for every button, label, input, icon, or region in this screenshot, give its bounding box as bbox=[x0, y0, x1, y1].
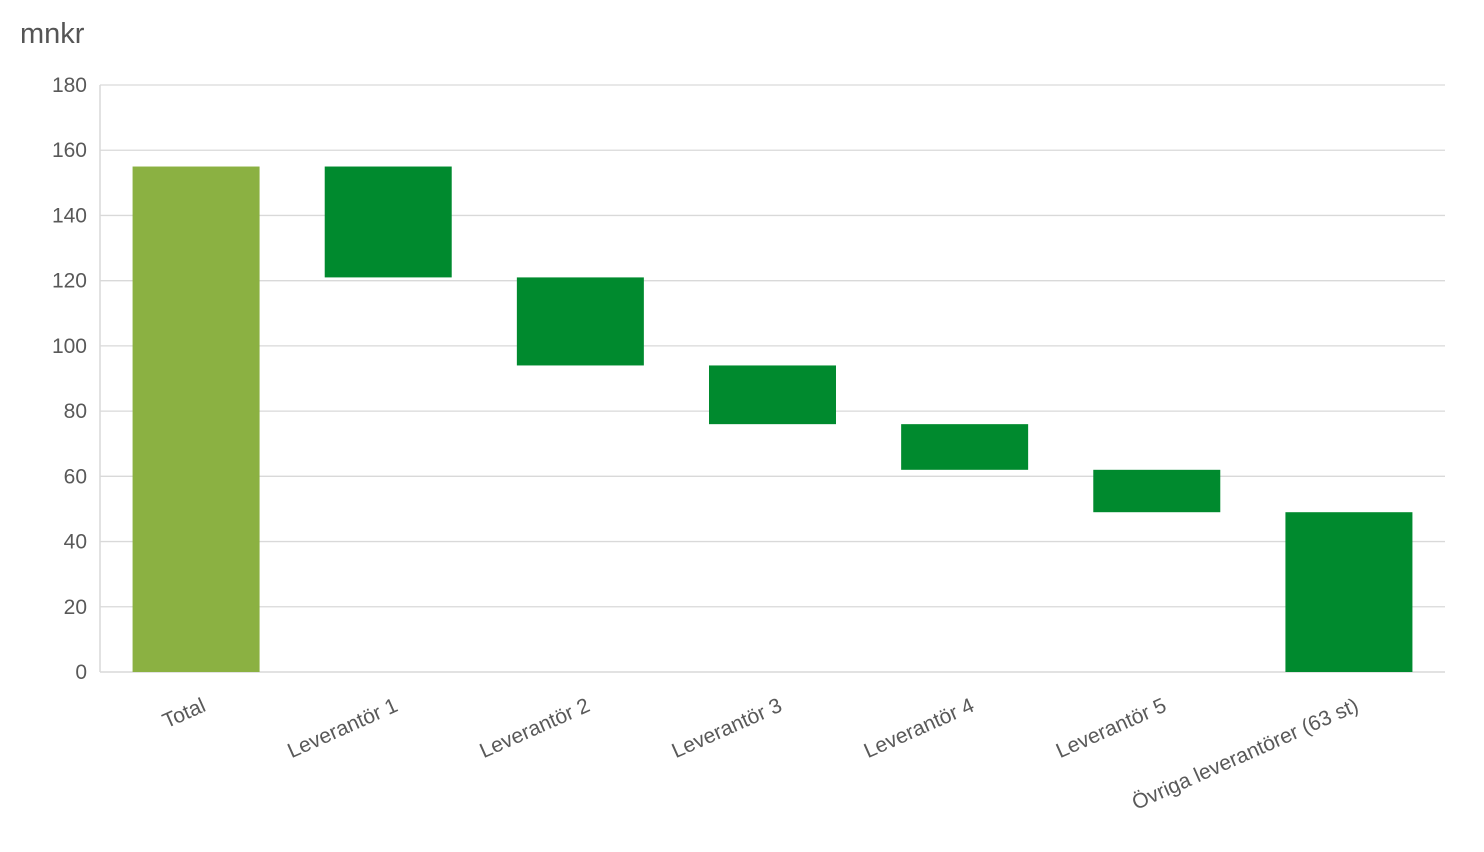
x-tick-label: Leverantör 1 bbox=[284, 694, 401, 763]
bar-step bbox=[901, 424, 1029, 470]
y-tick-label: 60 bbox=[64, 465, 87, 488]
x-tick-label: Leverantör 3 bbox=[668, 694, 785, 763]
x-tick-label: Leverantör 5 bbox=[1053, 694, 1170, 763]
bar-total bbox=[132, 166, 260, 672]
x-axis-ticks: Total Leverantör 1 Leverantör 2 Leverantör … bbox=[159, 694, 1362, 815]
x-tick-label: Leverantör 2 bbox=[476, 694, 593, 763]
x-tick-label: Total bbox=[159, 694, 209, 733]
bar-step bbox=[516, 277, 644, 366]
y-tick-label: 140 bbox=[52, 204, 87, 227]
bar-step bbox=[709, 365, 836, 425]
bar-step bbox=[324, 166, 452, 278]
y-tick-label: 100 bbox=[52, 335, 87, 358]
y-tick-label: 20 bbox=[64, 596, 87, 619]
unit-label: mnkr bbox=[20, 18, 85, 50]
y-tick-label: 40 bbox=[64, 531, 87, 554]
bars bbox=[132, 166, 1413, 672]
y-tick-label: 80 bbox=[64, 400, 87, 423]
y-tick-label: 180 bbox=[52, 74, 87, 97]
x-tick-label: Leverantör 4 bbox=[861, 694, 978, 763]
y-tick-label: 160 bbox=[52, 139, 87, 162]
bar-step bbox=[1285, 512, 1413, 672]
y-tick-label: 0 bbox=[75, 661, 87, 684]
y-axis-ticks: 0 20 40 60 80 100 120 140 160 180 bbox=[52, 74, 87, 684]
y-tick-label: 120 bbox=[52, 270, 87, 293]
bar-step bbox=[1093, 469, 1221, 513]
